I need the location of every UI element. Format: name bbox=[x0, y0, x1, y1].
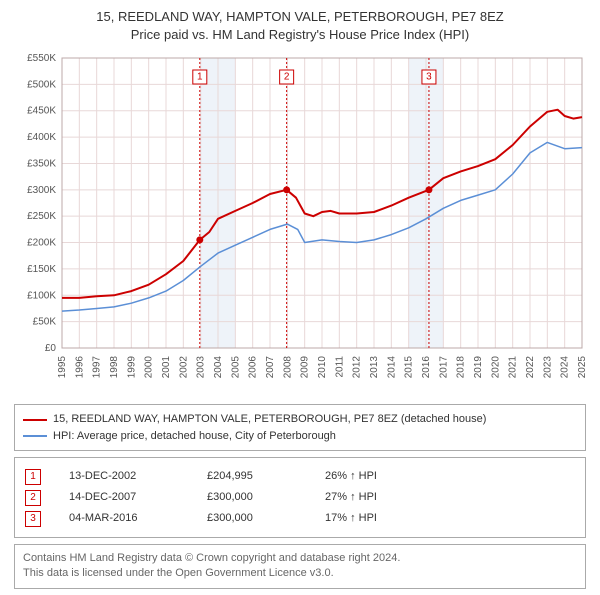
table-row: 3 04-MAR-2016 £300,000 17% ↑ HPI bbox=[25, 508, 575, 529]
chart-container: 15, REEDLAND WAY, HAMPTON VALE, PETERBOR… bbox=[0, 0, 600, 589]
svg-text:2013: 2013 bbox=[369, 356, 380, 379]
svg-text:£450K: £450K bbox=[27, 106, 56, 117]
legend-swatch bbox=[23, 419, 47, 421]
svg-text:2001: 2001 bbox=[161, 356, 172, 379]
title-line-2: Price paid vs. HM Land Registry's House … bbox=[10, 26, 590, 44]
marker-chip: 1 bbox=[25, 469, 41, 485]
svg-text:2014: 2014 bbox=[386, 356, 397, 379]
cell-price: £300,000 bbox=[207, 487, 297, 508]
svg-text:2009: 2009 bbox=[300, 356, 311, 379]
footer: Contains HM Land Registry data © Crown c… bbox=[14, 544, 586, 589]
title-line-1: 15, REEDLAND WAY, HAMPTON VALE, PETERBOR… bbox=[10, 8, 590, 26]
svg-text:2023: 2023 bbox=[542, 356, 553, 379]
title-block: 15, REEDLAND WAY, HAMPTON VALE, PETERBOR… bbox=[0, 0, 600, 48]
line-chart-svg: £0 £50K £100K £150K £200K £250K £300K £350K £400… bbox=[10, 48, 590, 398]
svg-text:2025: 2025 bbox=[577, 356, 588, 379]
footer-line-1: Contains HM Land Registry data © Crown c… bbox=[23, 551, 577, 566]
svg-text:2011: 2011 bbox=[334, 356, 345, 378]
cell-date: 14-DEC-2007 bbox=[69, 487, 179, 508]
cell-price: £204,995 bbox=[207, 466, 297, 487]
svg-text:2006: 2006 bbox=[248, 356, 259, 379]
svg-text:2017: 2017 bbox=[438, 356, 449, 379]
svg-text:2012: 2012 bbox=[352, 356, 363, 379]
marker-table: 1 13-DEC-2002 £204,995 26% ↑ HPI 2 14-DE… bbox=[14, 457, 586, 538]
cell-pct: 26% ↑ HPI bbox=[325, 466, 435, 487]
legend: 15, REEDLAND WAY, HAMPTON VALE, PETERBOR… bbox=[14, 404, 586, 451]
svg-text:2010: 2010 bbox=[317, 356, 328, 379]
svg-text:2018: 2018 bbox=[456, 356, 467, 379]
svg-text:£50K: £50K bbox=[33, 317, 57, 328]
legend-item: 15, REEDLAND WAY, HAMPTON VALE, PETERBOR… bbox=[23, 411, 577, 428]
svg-text:1998: 1998 bbox=[109, 356, 120, 379]
svg-text:2007: 2007 bbox=[265, 356, 276, 379]
svg-text:2008: 2008 bbox=[282, 356, 293, 379]
table-row: 2 14-DEC-2007 £300,000 27% ↑ HPI bbox=[25, 487, 575, 508]
svg-text:£400K: £400K bbox=[27, 132, 56, 143]
svg-text:1996: 1996 bbox=[74, 356, 85, 379]
svg-text:2: 2 bbox=[284, 72, 290, 83]
svg-text:1999: 1999 bbox=[126, 356, 137, 379]
legend-swatch bbox=[23, 435, 47, 437]
svg-text:1997: 1997 bbox=[92, 356, 103, 379]
svg-text:£0: £0 bbox=[45, 343, 57, 354]
svg-text:£150K: £150K bbox=[27, 264, 56, 275]
svg-text:2002: 2002 bbox=[178, 356, 189, 379]
svg-text:£500K: £500K bbox=[27, 80, 56, 91]
svg-text:2024: 2024 bbox=[560, 356, 571, 379]
svg-text:2022: 2022 bbox=[525, 356, 536, 379]
svg-text:2004: 2004 bbox=[213, 356, 224, 379]
legend-label: 15, REEDLAND WAY, HAMPTON VALE, PETERBOR… bbox=[53, 411, 486, 428]
svg-text:2020: 2020 bbox=[490, 356, 501, 379]
cell-date: 13-DEC-2002 bbox=[69, 466, 179, 487]
svg-text:£200K: £200K bbox=[27, 238, 56, 249]
cell-price: £300,000 bbox=[207, 508, 297, 529]
svg-text:2000: 2000 bbox=[144, 356, 155, 379]
footer-line-2: This data is licensed under the Open Gov… bbox=[23, 566, 577, 581]
svg-text:£100K: £100K bbox=[27, 291, 56, 302]
svg-text:2015: 2015 bbox=[404, 356, 415, 379]
legend-label: HPI: Average price, detached house, City… bbox=[53, 428, 336, 445]
svg-text:1995: 1995 bbox=[57, 356, 68, 379]
cell-date: 04-MAR-2016 bbox=[69, 508, 179, 529]
svg-text:£350K: £350K bbox=[27, 159, 56, 170]
legend-item: HPI: Average price, detached house, City… bbox=[23, 428, 577, 445]
svg-text:£300K: £300K bbox=[27, 185, 56, 196]
table-row: 1 13-DEC-2002 £204,995 26% ↑ HPI bbox=[25, 466, 575, 487]
svg-text:2021: 2021 bbox=[508, 356, 519, 379]
svg-text:2019: 2019 bbox=[473, 356, 484, 379]
svg-text:3: 3 bbox=[426, 72, 432, 83]
svg-text:2003: 2003 bbox=[196, 356, 207, 379]
svg-text:2016: 2016 bbox=[421, 356, 432, 379]
svg-text:£550K: £550K bbox=[27, 53, 56, 64]
chart-area: £0 £50K £100K £150K £200K £250K £300K £350K £400… bbox=[10, 48, 590, 398]
marker-chip: 2 bbox=[25, 490, 41, 506]
cell-pct: 17% ↑ HPI bbox=[325, 508, 435, 529]
svg-text:1: 1 bbox=[197, 72, 203, 83]
marker-chip: 3 bbox=[25, 511, 41, 527]
svg-text:2005: 2005 bbox=[230, 356, 241, 379]
cell-pct: 27% ↑ HPI bbox=[325, 487, 435, 508]
svg-text:£250K: £250K bbox=[27, 212, 56, 223]
